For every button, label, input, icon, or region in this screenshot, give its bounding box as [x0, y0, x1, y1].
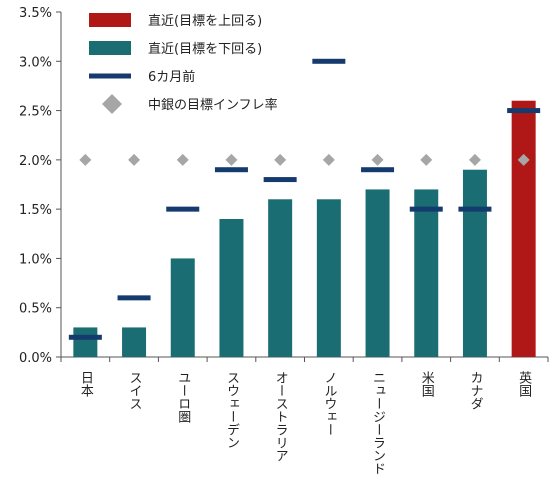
- six-months-ago-marker: [507, 108, 541, 114]
- legend-label: 直近(目標を下回る): [148, 42, 262, 57]
- x-tick-label: ノルウェー: [321, 371, 336, 436]
- legend-swatch: [89, 13, 131, 27]
- six-months-ago-marker: [214, 167, 248, 173]
- x-tick-label: ユーロ圏: [175, 371, 190, 424]
- bar-9: [462, 169, 487, 357]
- target-inflation-marker: [468, 153, 481, 166]
- bar-8: [414, 189, 439, 357]
- x-tick-label: スウェーデン: [224, 371, 239, 449]
- bar-1: [73, 327, 98, 357]
- six-months-ago-marker: [117, 295, 151, 301]
- target-inflation-marker: [322, 153, 335, 166]
- x-tick-label: 日本: [78, 371, 94, 397]
- y-tick-label: 1.0%: [19, 252, 52, 267]
- six-months-ago-marker: [458, 206, 492, 212]
- x-tick-label: 英国: [516, 371, 532, 397]
- y-tick-label: 3.5%: [19, 6, 52, 21]
- six-months-ago-marker: [166, 206, 200, 212]
- x-tick-label: オーストラリア: [273, 371, 288, 462]
- legend-label: 6カ月前: [148, 69, 195, 85]
- legend-swatch: [89, 41, 131, 55]
- legend-swatch: [89, 73, 131, 79]
- six-months-ago-marker: [361, 167, 395, 173]
- legend-label: 直近(目標を上回る): [148, 14, 262, 29]
- bars: [73, 100, 536, 357]
- bar-10: [511, 100, 536, 357]
- target-inflation-marker: [274, 153, 287, 166]
- target-inflation-marker: [225, 153, 238, 166]
- legend-label: 中銀の目標インフレ率: [148, 97, 278, 113]
- x-tick-label: カナダ: [467, 371, 482, 410]
- six-months-ago-marker: [312, 58, 346, 64]
- x-tick-label: ニュージーランド: [370, 371, 385, 475]
- x-tick-label: スイス: [127, 371, 142, 410]
- target-inflation-marker: [517, 153, 530, 166]
- target-inflation-marker: [176, 153, 189, 166]
- six-months-ago-marker: [68, 334, 102, 340]
- bar-7: [365, 189, 390, 357]
- bar-4: [219, 219, 244, 357]
- target-inflation-marker: [420, 153, 433, 166]
- y-tick-label: 2.0%: [19, 154, 52, 169]
- y-tick-label: 0.5%: [19, 302, 52, 317]
- six-months-ago-marker: [263, 177, 297, 183]
- x-tick-label: 米国: [419, 371, 435, 397]
- bar-2: [122, 327, 147, 357]
- legend-swatch: [102, 94, 122, 114]
- bar-5: [268, 199, 293, 357]
- y-tick-label: 1.5%: [19, 203, 52, 218]
- bar-3: [170, 258, 195, 357]
- y-tick-label: 3.0%: [19, 55, 52, 70]
- marks: [68, 58, 541, 340]
- x-tick-labels: 日本 スイス ユーロ圏 スウェーデン オーストラリア ノルウェー ニュージーランド 米国 カナダ…: [78, 371, 532, 475]
- target-inflation-marker: [371, 153, 384, 166]
- axes: 0.0% 0.5% 1.0% 1.5% 2.0% 2.5% 3.0% 3.5%: [19, 6, 549, 366]
- six-months-ago-marker: [409, 206, 443, 212]
- target-inflation-marker: [128, 153, 141, 166]
- target-inflation-marker: [79, 153, 92, 166]
- bar-6: [316, 199, 341, 357]
- y-tick-label: 2.5%: [19, 105, 52, 120]
- y-tick-label: 0.0%: [19, 351, 52, 366]
